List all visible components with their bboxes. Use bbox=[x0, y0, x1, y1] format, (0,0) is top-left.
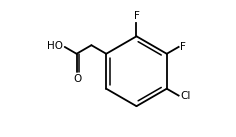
Text: Cl: Cl bbox=[180, 91, 191, 101]
Text: F: F bbox=[134, 11, 139, 21]
Text: O: O bbox=[74, 74, 82, 84]
Text: F: F bbox=[180, 42, 186, 52]
Text: HO: HO bbox=[47, 41, 63, 51]
